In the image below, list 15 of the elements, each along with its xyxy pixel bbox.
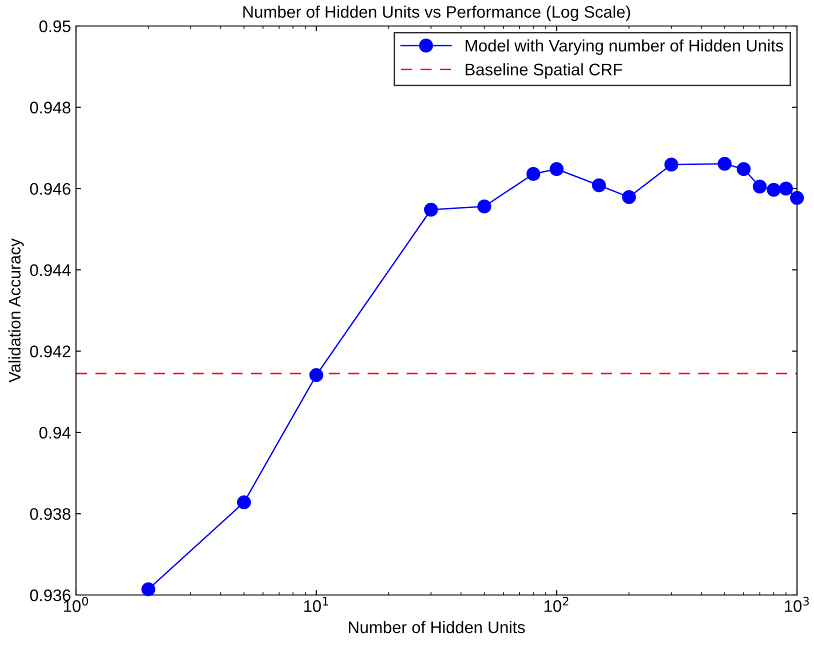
y-tick-label: 0.94: [39, 426, 71, 439]
y-tick-label: 0.942: [30, 346, 70, 358]
x-axis-title: Number of Hidden Units: [348, 620, 525, 634]
y-axis-title: Validation Accuracy: [8, 238, 24, 383]
x-tick-label: 10$^{3}$: [784, 596, 809, 612]
y-tick-label: 0.95: [39, 20, 70, 32]
y-tick-label: 0.946: [30, 182, 70, 195]
x-tick-label: 10$^{2}$: [544, 596, 568, 612]
legend-label: Baseline Spatial CRF: [466, 63, 622, 79]
x-tick-label: 10$^{1}$: [304, 596, 328, 612]
y-tick-label: 0.944: [30, 264, 71, 276]
chart-title: Number of Hidden Units vs Performance (Log Scale): [243, 6, 630, 22]
legend-label: Model with Varying number of Hidden Units: [466, 39, 784, 55]
y-tick-label: 0.948: [30, 102, 70, 114]
y-tick-label: 0.938: [30, 508, 70, 520]
